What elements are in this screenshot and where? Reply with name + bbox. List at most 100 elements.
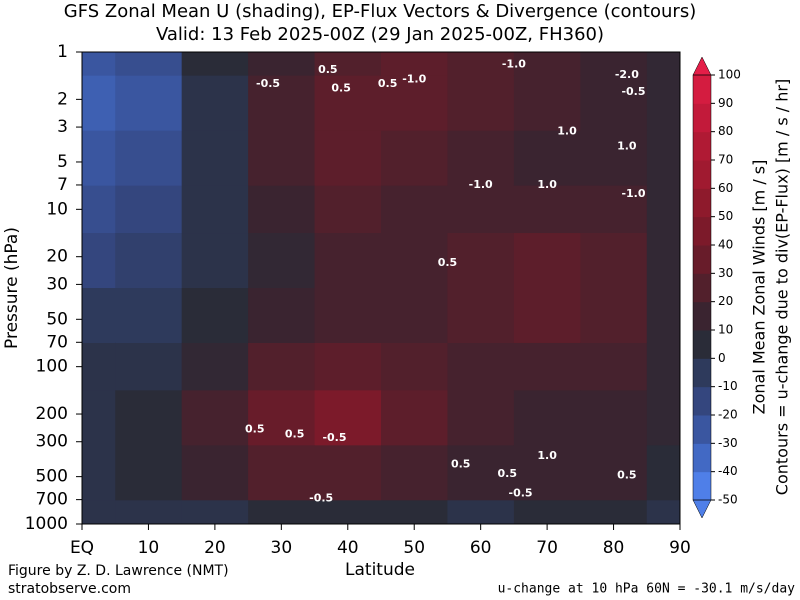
- colorbar-tick-label: 70: [718, 153, 733, 167]
- colorbar-segment: [693, 131, 711, 161]
- colorbar-extend: [692, 56, 712, 76]
- contour-label: 0.5: [617, 468, 637, 481]
- field-cell: [381, 52, 448, 77]
- field-cell: [381, 233, 448, 289]
- field-cell: [513, 390, 581, 446]
- x-tick-label: 80: [603, 538, 625, 558]
- field-cell: [248, 390, 316, 446]
- y-tick-label: 700: [36, 490, 68, 510]
- field-cell: [115, 185, 183, 234]
- field-cell: [181, 185, 249, 234]
- contour-label: 1.0: [537, 449, 557, 462]
- field-cell: [248, 233, 316, 289]
- field-cell: [580, 233, 648, 289]
- contour-label: 0.5: [438, 256, 458, 269]
- field-cell: [115, 500, 183, 525]
- y-tick-label: 500: [36, 467, 68, 487]
- plot-frame: [81, 51, 681, 525]
- credit: Figure by Z. D. Lawrence (NMT): [8, 563, 229, 579]
- y-tick-label: 20: [46, 247, 68, 267]
- field-cell: [447, 445, 515, 501]
- colorbar-tick-label: 90: [718, 96, 733, 110]
- field-cell: [580, 390, 648, 446]
- contour-label: 0.5: [245, 422, 265, 435]
- contour-label: 1.0: [557, 124, 577, 137]
- contour-label: -1.0: [402, 73, 426, 86]
- colorbar-tick-label: 20: [718, 294, 733, 308]
- x-tick-label: 60: [470, 538, 492, 558]
- field-cell: [115, 75, 183, 132]
- contour-label: 0.5: [378, 77, 398, 90]
- field-cell: [248, 130, 316, 187]
- note: u-change at 10 hPa 60N = -30.1 m/s/day: [498, 582, 796, 597]
- x-tick-label: 40: [337, 538, 359, 558]
- field-cell: [314, 500, 382, 525]
- field-cell: [82, 288, 116, 344]
- colorbar-segment: [693, 358, 711, 388]
- field-cell: [646, 500, 681, 525]
- field-cell: [314, 445, 382, 501]
- field: [82, 52, 681, 525]
- x-axis-label: Latitude: [345, 560, 415, 580]
- colorbar-tick-label: 0: [718, 351, 726, 365]
- field-cell: [314, 233, 382, 289]
- field-cell: [580, 75, 648, 132]
- contour-label: -1.0: [502, 57, 526, 70]
- field-cell: [513, 75, 581, 132]
- colorbar-label: Zonal Mean Zonal Winds [m / s]: [750, 160, 769, 415]
- field-cell: [381, 288, 448, 344]
- field-cell: [513, 500, 581, 525]
- colorbar-segment: [693, 471, 711, 501]
- field-cell: [115, 445, 183, 501]
- website: stratobserve.com: [8, 581, 131, 597]
- field-cell: [248, 288, 316, 344]
- colorbar-segment: [693, 103, 711, 133]
- y-tick-label: 1000: [25, 514, 68, 534]
- chart-title: GFS Zonal Mean U (shading), EP-Flux Vect…: [64, 1, 696, 22]
- colorbar-segment: [693, 330, 711, 359]
- field-cell: [82, 390, 116, 446]
- field-cell: [314, 75, 382, 132]
- field-cell: [181, 288, 249, 344]
- y-tick-label: 2: [57, 89, 68, 109]
- y-tick-label: 100: [36, 357, 68, 377]
- field-cell: [314, 185, 382, 234]
- field-cell: [646, 233, 681, 289]
- colorbar-extend: [692, 499, 712, 519]
- contour-label: -0.5: [256, 77, 280, 90]
- field-cell: [580, 288, 648, 344]
- y-tick-label: 10: [46, 199, 68, 219]
- field-cell: [248, 75, 316, 132]
- field-cell: [580, 52, 648, 77]
- field-cell: [447, 342, 515, 391]
- field-cell: [513, 52, 581, 77]
- field-cell: [181, 390, 249, 446]
- y-tick-label: 70: [46, 332, 68, 352]
- field-cell: [381, 390, 448, 446]
- field-cell: [447, 130, 515, 187]
- colorbar-tick-label: -20: [718, 408, 738, 422]
- chart-subtitle: Valid: 13 Feb 2025-00Z (29 Jan 2025-00Z,…: [156, 24, 604, 45]
- contour-label: -0.5: [322, 431, 346, 444]
- colorbar-tick-label: 40: [718, 238, 733, 252]
- field-cell: [381, 75, 448, 132]
- colorbar-segment: [693, 301, 711, 331]
- y-tick-label: 7: [57, 175, 68, 195]
- y-tick-label: 30: [46, 274, 68, 294]
- field-cell: [646, 52, 681, 77]
- colorbar-segment: [693, 160, 711, 189]
- field-cell: [314, 390, 382, 446]
- field-cell: [248, 445, 316, 501]
- y-tick-label: 200: [36, 404, 68, 424]
- field-cell: [248, 185, 316, 234]
- field-cell: [447, 233, 515, 289]
- colorbar-tick-label: 50: [718, 209, 733, 223]
- field-cell: [381, 445, 448, 501]
- colorbar-segment: [693, 216, 711, 246]
- y-axis-label: Pressure (hPa): [2, 227, 22, 349]
- colorbar-tick-label: 80: [718, 124, 733, 138]
- colorbar-segment: [693, 415, 711, 444]
- colorbar-tick-label: -30: [718, 436, 738, 450]
- contour-label: 0.5: [318, 63, 338, 76]
